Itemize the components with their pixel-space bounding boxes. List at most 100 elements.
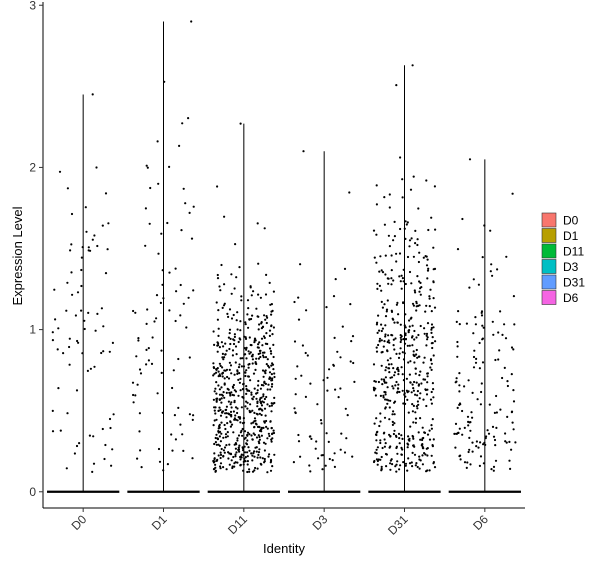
data-point [216,341,219,344]
data-point [217,309,220,312]
data-point [103,457,106,461]
data-point [391,463,394,466]
data-point [188,413,191,416]
data-point [401,277,404,280]
data-point [271,309,274,312]
data-point [243,437,246,440]
data-point [392,318,395,321]
data-point [234,361,237,364]
data-point [512,348,515,351]
data-point [348,191,351,194]
data-point [397,313,400,316]
data-point [214,406,217,409]
data-point [402,358,406,361]
data-point [477,283,480,286]
data-point [270,373,273,376]
data-point [402,379,405,382]
data-point [273,396,276,399]
data-point [266,403,269,406]
data-point [236,439,239,442]
data-point [430,362,433,365]
data-point [223,451,226,454]
y-tick-label: 1 [29,323,36,337]
data-point [219,364,222,367]
data-point [177,357,180,361]
data-point [246,431,250,434]
data-point [430,454,433,457]
data-point [376,282,379,285]
data-point [417,260,420,264]
data-point [454,381,457,384]
data-point [505,441,508,444]
data-point [404,220,407,223]
data-point [239,122,242,125]
data-point [80,309,83,312]
data-point [250,294,253,297]
data-point [496,268,499,271]
data-point [400,335,403,338]
data-point [224,342,227,345]
data-point [253,411,256,414]
data-point [132,401,135,404]
data-point [241,446,244,449]
data-point [408,319,411,322]
data-point [378,337,382,340]
data-point [246,451,249,454]
data-point [233,339,236,342]
data-point [386,277,389,280]
data-point [402,461,405,464]
data-point [182,187,185,190]
data-point [91,238,94,241]
data-point [378,270,381,273]
y-tick-label: 0 [29,485,36,499]
data-point [66,187,69,190]
data-point [401,437,404,440]
data-point [394,434,398,437]
data-point [398,252,402,255]
data-point [376,331,379,334]
data-point [229,421,232,424]
data-point [214,412,217,415]
data-point [243,353,246,356]
data-point [488,403,491,406]
data-point [418,280,421,283]
data-point [400,274,403,277]
data-point [299,263,302,266]
data-point [261,369,265,372]
data-point [398,437,401,440]
data-point [494,459,498,462]
data-point [432,268,435,271]
data-point [389,462,392,465]
data-point [398,468,401,471]
series-d1 [127,20,200,493]
data-point [108,417,112,421]
data-point [492,333,495,336]
data-point [76,291,80,294]
data-point [503,323,506,326]
data-point [254,339,257,342]
data-point [402,280,405,283]
data-point [269,458,273,462]
data-point [227,457,230,460]
data-point [224,427,227,431]
data-point [319,419,323,422]
data-point [423,356,426,359]
data-point [415,300,418,303]
data-point [394,337,397,340]
data-point [220,263,223,267]
data-point [409,360,412,363]
data-point [241,427,244,431]
data-point [411,335,414,338]
data-point [378,284,381,287]
data-point [111,341,114,344]
data-point [401,389,404,392]
data-point [410,282,413,285]
data-point [232,431,235,434]
data-point [94,329,97,332]
data-point [243,445,246,448]
data-point [483,441,486,444]
data-point [399,156,402,159]
data-point [243,347,246,350]
data-point [223,215,226,218]
data-point [415,462,418,465]
